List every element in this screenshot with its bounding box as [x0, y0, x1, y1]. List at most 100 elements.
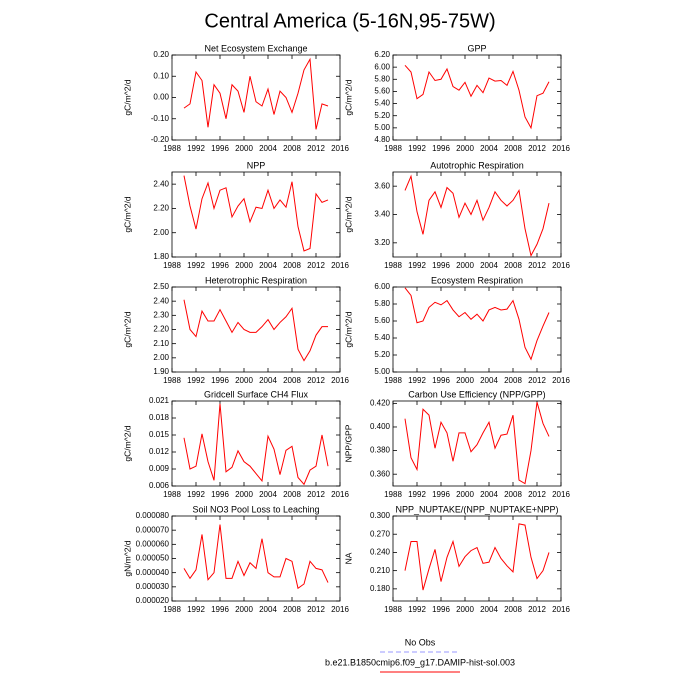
x-tick-label: 2012 [307, 144, 325, 153]
y-tick-label: 0.000040 [136, 568, 170, 577]
x-tick-label: 2008 [283, 261, 301, 270]
y-tick-label: 5.80 [374, 74, 390, 83]
data-line [183, 524, 329, 590]
x-tick-label: 1992 [408, 144, 426, 153]
x-tick-label: 2012 [528, 144, 546, 153]
x-tick-label: 2008 [283, 144, 301, 153]
x-tick-label: 2012 [528, 376, 546, 385]
x-tick-label: 2004 [259, 261, 277, 270]
x-tick-label: 2000 [235, 261, 253, 270]
x-tick-label: 1992 [187, 376, 205, 385]
y-tick-label: 0.009 [149, 464, 170, 473]
x-tick-label: 2012 [528, 490, 546, 499]
y-tick-label: 0.400 [370, 422, 391, 431]
x-tick-label: 2000 [456, 261, 474, 270]
y-tick-label: 5.40 [374, 99, 390, 108]
plot-frame [171, 515, 341, 602]
y-axis-label: gN/m^2/d [122, 540, 132, 576]
x-tick-label: 1996 [211, 261, 229, 270]
x-tick-label: 1996 [211, 376, 229, 385]
x-tick-label: 2012 [307, 490, 325, 499]
y-tick-label: 2.10 [153, 339, 169, 348]
y-tick-label: 0.240 [370, 548, 391, 557]
x-tick-label: 2004 [480, 376, 498, 385]
y-tick-label: 3.20 [374, 238, 390, 247]
y-tick-label: -0.20 [151, 135, 170, 144]
y-tick-label: 2.30 [153, 310, 169, 319]
plot-frame [392, 286, 562, 373]
y-tick-label: 0.000060 [136, 539, 170, 548]
x-tick-label: 1988 [163, 376, 181, 385]
panel: Soil NO3 Pool Loss to Leaching gN/m^2/d 19… [122, 504, 349, 614]
y-tick-label: 0.180 [370, 584, 391, 593]
y-tick-label: 1.80 [153, 252, 169, 261]
y-axis-label: gC/m^2/d [122, 196, 132, 232]
y-axis-label: gC/m^2/d [343, 196, 353, 232]
x-tick-label: 2004 [259, 605, 277, 614]
panel: Heterotrophic Respiration gC/m^2/d 1988 199… [122, 275, 349, 385]
y-tick-label: 5.00 [374, 123, 390, 132]
x-tick-label: 2012 [307, 605, 325, 614]
x-tick-label: 2012 [528, 605, 546, 614]
y-axis-label: NA [343, 552, 353, 564]
y-tick-label: 5.40 [374, 333, 390, 342]
plot-frame [171, 54, 341, 141]
x-tick-label: 1996 [432, 490, 450, 499]
y-axis-label: gC/m^2/d [343, 311, 353, 347]
x-tick-label: 2004 [259, 490, 277, 499]
y-tick-label: 0.360 [370, 469, 391, 478]
y-tick-label: 2.40 [153, 296, 169, 305]
y-tick-label: 0.000070 [136, 525, 170, 534]
legend-label: b.e21.B1850cmip6.f09_g17.DAMIP-hist-sol.… [325, 657, 515, 667]
plot-frame [392, 171, 562, 258]
x-tick-label: 2000 [456, 376, 474, 385]
panel-title: Heterotrophic Respiration [205, 275, 307, 285]
x-tick-label: 2008 [504, 376, 522, 385]
x-tick-label: 2000 [456, 490, 474, 499]
x-tick-label: 2016 [331, 605, 349, 614]
plot-frame [171, 171, 341, 258]
y-axis-label: NPP/GPP [343, 424, 353, 462]
y-tick-label: 0.210 [370, 566, 391, 575]
x-tick-label: 2008 [283, 605, 301, 614]
y-tick-label: 3.60 [374, 181, 390, 190]
plot-frame [392, 400, 562, 487]
x-tick-label: 2012 [528, 261, 546, 270]
x-tick-label: 2012 [307, 376, 325, 385]
x-tick-label: 2004 [480, 605, 498, 614]
x-tick-label: 1996 [432, 261, 450, 270]
plot-frame [171, 400, 341, 487]
x-tick-label: 1992 [187, 261, 205, 270]
x-tick-label: 1988 [163, 490, 181, 499]
y-tick-label: 0.021 [149, 396, 170, 405]
x-tick-label: 2016 [331, 490, 349, 499]
x-tick-label: 2004 [480, 490, 498, 499]
panel: NPP gC/m^2/d 1988 1992 1996 2000 2004 2008 2012 2… [122, 160, 349, 270]
y-tick-label: 6.20 [374, 50, 390, 59]
x-tick-label: 2012 [307, 261, 325, 270]
x-tick-label: 2016 [552, 605, 570, 614]
x-tick-label: 2016 [552, 144, 570, 153]
x-tick-label: 1996 [211, 490, 229, 499]
x-tick-label: 1992 [187, 605, 205, 614]
data-line [183, 299, 328, 362]
panel-title: GPP [467, 43, 486, 53]
data-line [404, 64, 550, 130]
x-tick-label: 1996 [211, 144, 229, 153]
plot-frame [392, 515, 562, 602]
x-tick-label: 2016 [552, 261, 570, 270]
x-tick-label: 2004 [259, 144, 277, 153]
x-tick-label: 1988 [384, 144, 402, 153]
y-tick-label: 6.00 [374, 282, 390, 291]
x-tick-label: 2004 [480, 144, 498, 153]
y-axis-label: gC/m^2/d [343, 79, 353, 115]
panel-title: NPP_NUPTAKE/(NPP_NUPTAKE+NPP) [396, 504, 559, 514]
panel: Gridcell Surface CH4 Flux gC/m^2/d 1988 199… [122, 389, 349, 499]
y-tick-label: 0.10 [153, 71, 169, 80]
data-line [404, 523, 550, 591]
x-tick-label: 1988 [163, 144, 181, 153]
data-line [404, 402, 550, 485]
y-tick-label: 0.420 [370, 398, 391, 407]
x-tick-label: 1992 [408, 490, 426, 499]
